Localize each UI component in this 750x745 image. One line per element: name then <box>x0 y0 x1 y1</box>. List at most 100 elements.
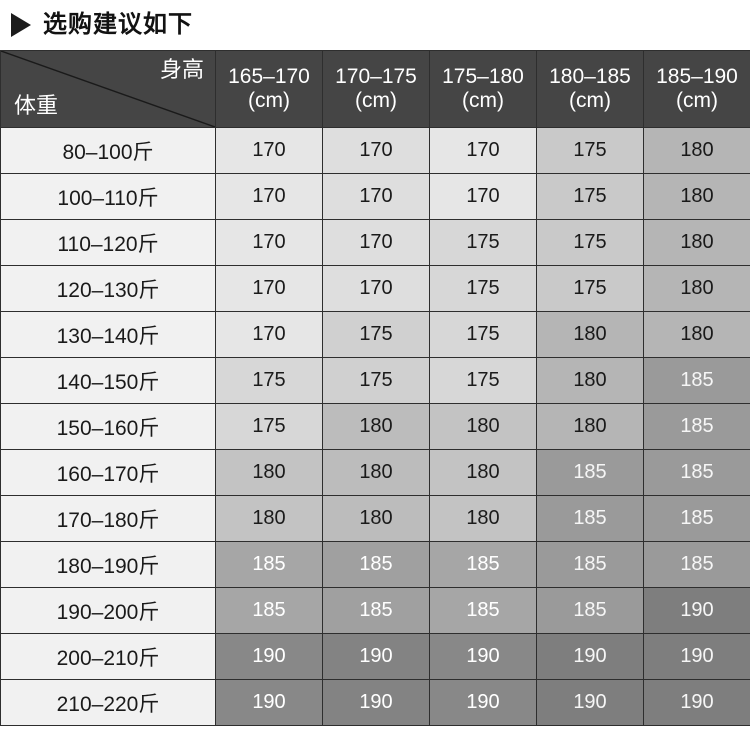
row-header-weight: 140–150斤 <box>0 357 216 404</box>
table-row: 120–130斤 170 170 175 175 180 <box>0 265 750 312</box>
size-recommendation-table: 身高 体重 165–170 (cm) 170–175 (cm) 175–180 … <box>0 50 750 726</box>
table-row: 170–180斤 180 180 180 185 185 <box>0 495 750 542</box>
size-cell: 170 <box>215 265 323 312</box>
table-row: 100–110斤 170 170 170 175 180 <box>0 173 750 220</box>
column-header-unit: (cm) <box>355 89 397 112</box>
size-cell: 185 <box>643 541 750 588</box>
table-row: 150–160斤 175 180 180 180 185 <box>0 403 750 450</box>
size-cell: 175 <box>322 311 430 358</box>
size-cell: 180 <box>643 265 750 312</box>
size-cell: 170 <box>322 265 430 312</box>
column-header-2: 175–180 (cm) <box>429 50 537 128</box>
size-cell: 185 <box>536 587 644 634</box>
size-cell: 185 <box>536 449 644 496</box>
row-header-weight: 160–170斤 <box>0 449 216 496</box>
table-header: 身高 体重 165–170 (cm) 170–175 (cm) 175–180 … <box>0 50 750 128</box>
size-cell: 185 <box>536 541 644 588</box>
header-row: 身高 体重 165–170 (cm) 170–175 (cm) 175–180 … <box>0 50 750 128</box>
column-header-0: 165–170 (cm) <box>215 50 323 128</box>
column-header-unit: (cm) <box>569 89 611 112</box>
size-cell: 185 <box>429 541 537 588</box>
size-cell: 180 <box>322 403 430 450</box>
column-header-range: 165–170 <box>228 65 310 89</box>
size-cell: 180 <box>429 495 537 542</box>
row-header-weight: 100–110斤 <box>0 173 216 220</box>
size-cell: 185 <box>643 495 750 542</box>
size-cell: 180 <box>643 311 750 358</box>
size-cell: 180 <box>322 495 430 542</box>
size-cell: 185 <box>536 495 644 542</box>
size-cell: 190 <box>322 679 430 726</box>
size-cell: 190 <box>322 633 430 680</box>
size-cell: 175 <box>536 173 644 220</box>
size-cell: 175 <box>429 357 537 404</box>
size-cell: 185 <box>429 587 537 634</box>
page-title: 选购建议如下 <box>43 11 193 38</box>
row-header-weight: 110–120斤 <box>0 219 216 266</box>
size-cell: 170 <box>215 219 323 266</box>
table-row: 140–150斤 175 175 175 180 185 <box>0 357 750 404</box>
size-cell: 175 <box>536 127 644 174</box>
column-header-unit: (cm) <box>248 89 290 112</box>
size-cell: 185 <box>643 403 750 450</box>
axis-corner-cell: 身高 体重 <box>0 50 216 128</box>
row-header-weight: 210–220斤 <box>0 679 216 726</box>
size-cell: 190 <box>429 679 537 726</box>
size-cell: 180 <box>536 403 644 450</box>
size-cell: 185 <box>322 587 430 634</box>
row-header-weight: 190–200斤 <box>0 587 216 634</box>
size-cell: 170 <box>215 311 323 358</box>
size-cell: 180 <box>643 173 750 220</box>
size-cell: 180 <box>429 449 537 496</box>
table-row: 80–100斤 170 170 170 175 180 <box>0 127 750 174</box>
size-cell: 170 <box>322 219 430 266</box>
size-cell: 190 <box>536 633 644 680</box>
size-cell: 170 <box>322 127 430 174</box>
size-cell: 180 <box>429 403 537 450</box>
size-cell: 175 <box>429 311 537 358</box>
size-cell: 190 <box>643 633 750 680</box>
size-cell: 170 <box>215 127 323 174</box>
size-cell: 175 <box>215 357 323 404</box>
table-row: 130–140斤 170 175 175 180 180 <box>0 311 750 358</box>
size-cell: 175 <box>536 219 644 266</box>
size-cell: 175 <box>536 265 644 312</box>
axis-label-weight: 体重 <box>14 93 59 118</box>
diagonal-divider-icon <box>1 51 215 127</box>
row-header-weight: 80–100斤 <box>0 127 216 174</box>
table-body: 80–100斤 170 170 170 175 180 100–110斤 170 170 170 1… <box>0 127 750 726</box>
size-cell: 170 <box>429 127 537 174</box>
size-cell: 185 <box>322 541 430 588</box>
size-cell: 180 <box>643 127 750 174</box>
size-cell: 180 <box>536 357 644 404</box>
table-row: 190–200斤 185 185 185 185 190 <box>0 587 750 634</box>
axis-label-height: 身高 <box>159 57 204 82</box>
row-header-weight: 130–140斤 <box>0 311 216 358</box>
size-cell: 190 <box>536 679 644 726</box>
size-cell: 175 <box>322 357 430 404</box>
column-header-unit: (cm) <box>676 89 718 112</box>
size-cell: 180 <box>322 449 430 496</box>
size-cell: 185 <box>215 587 323 634</box>
table-row: 210–220斤 190 190 190 190 190 <box>0 679 750 726</box>
size-cell: 185 <box>643 357 750 404</box>
size-cell: 180 <box>536 311 644 358</box>
column-header-1: 170–175 (cm) <box>322 50 430 128</box>
row-header-weight: 180–190斤 <box>0 541 216 588</box>
size-cell: 190 <box>215 679 323 726</box>
row-header-weight: 200–210斤 <box>0 633 216 680</box>
size-cell: 190 <box>429 633 537 680</box>
size-cell: 185 <box>215 541 323 588</box>
table-row: 110–120斤 170 170 175 175 180 <box>0 219 750 266</box>
page-title-bar: 选购建议如下 <box>0 0 750 50</box>
size-cell: 170 <box>429 173 537 220</box>
table-row: 180–190斤 185 185 185 185 185 <box>0 541 750 588</box>
column-header-unit: (cm) <box>462 89 504 112</box>
size-cell: 190 <box>215 633 323 680</box>
size-cell: 180 <box>215 449 323 496</box>
size-cell: 175 <box>215 403 323 450</box>
row-header-weight: 120–130斤 <box>0 265 216 312</box>
size-cell: 180 <box>643 219 750 266</box>
column-header-range: 180–185 <box>549 65 631 89</box>
size-cell: 175 <box>429 265 537 312</box>
